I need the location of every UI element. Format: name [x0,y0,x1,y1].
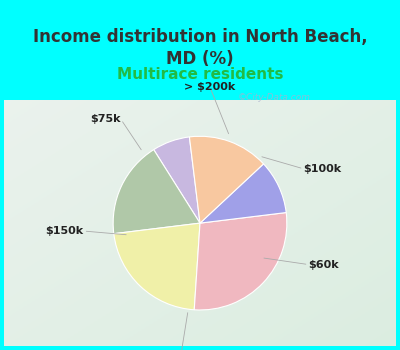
Text: $100k: $100k [304,164,342,174]
Wedge shape [194,212,287,310]
Text: > $200k: > $200k [184,82,236,92]
Wedge shape [154,137,200,223]
Wedge shape [113,150,200,234]
Wedge shape [200,164,286,223]
Text: Multirace residents: Multirace residents [117,67,283,82]
Text: Income distribution in North Beach,
MD (%): Income distribution in North Beach, MD (… [33,28,367,68]
Wedge shape [190,136,264,223]
Text: $60k: $60k [308,260,339,270]
Text: $75k: $75k [90,114,121,125]
Text: $150k: $150k [46,226,84,236]
Text: ©City-Data.com: ©City-Data.com [238,93,310,102]
Wedge shape [114,223,200,310]
